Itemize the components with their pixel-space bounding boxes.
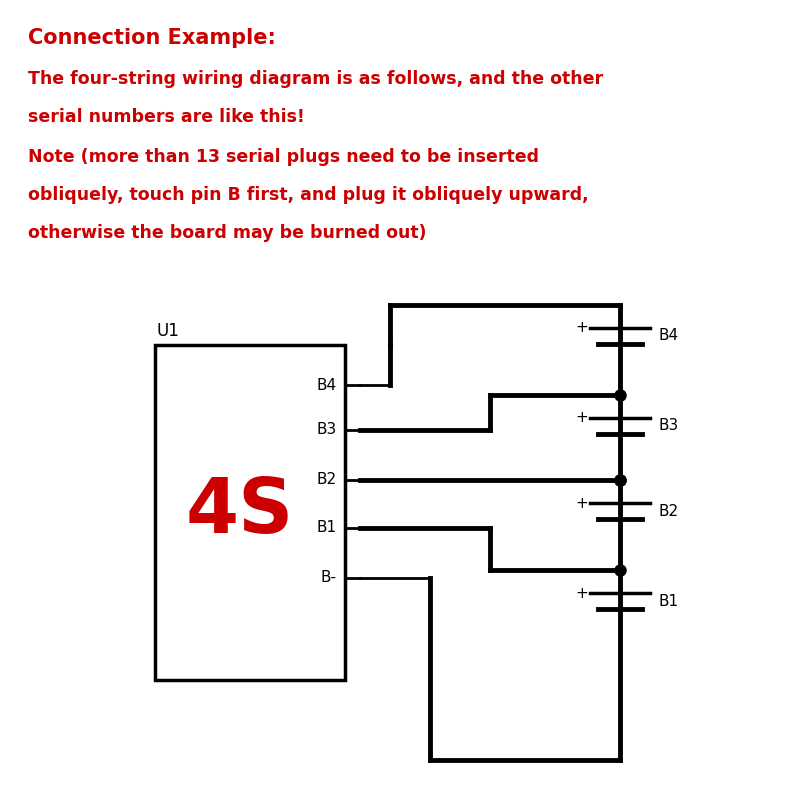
Text: B1: B1 [317, 521, 337, 535]
Text: +: + [576, 495, 588, 510]
Text: +: + [576, 321, 588, 335]
Bar [155, 345, 345, 680]
Text: B3: B3 [317, 422, 337, 438]
Text: Connection Example:: Connection Example: [28, 28, 276, 48]
Text: 4S: 4S [186, 475, 294, 550]
Text: B1: B1 [658, 594, 678, 609]
Text: B3: B3 [658, 418, 678, 434]
Text: U1: U1 [157, 322, 180, 340]
Text: The four-string wiring diagram is as follows, and the other: The four-string wiring diagram is as fol… [28, 70, 603, 88]
Text: serial numbers are like this!: serial numbers are like this! [28, 108, 305, 126]
Text: B4: B4 [658, 329, 678, 343]
Text: B4: B4 [317, 378, 337, 393]
Text: obliquely, touch pin B first, and plug it obliquely upward,: obliquely, touch pin B first, and plug i… [28, 186, 589, 204]
Text: B2: B2 [317, 473, 337, 487]
Text: B-: B- [321, 570, 337, 586]
Text: +: + [576, 586, 588, 601]
Text: B2: B2 [658, 503, 678, 518]
Text: +: + [576, 410, 588, 426]
Text: otherwise the board may be burned out): otherwise the board may be burned out) [28, 224, 426, 242]
Text: Note (more than 13 serial plugs need to be inserted: Note (more than 13 serial plugs need to … [28, 148, 539, 166]
